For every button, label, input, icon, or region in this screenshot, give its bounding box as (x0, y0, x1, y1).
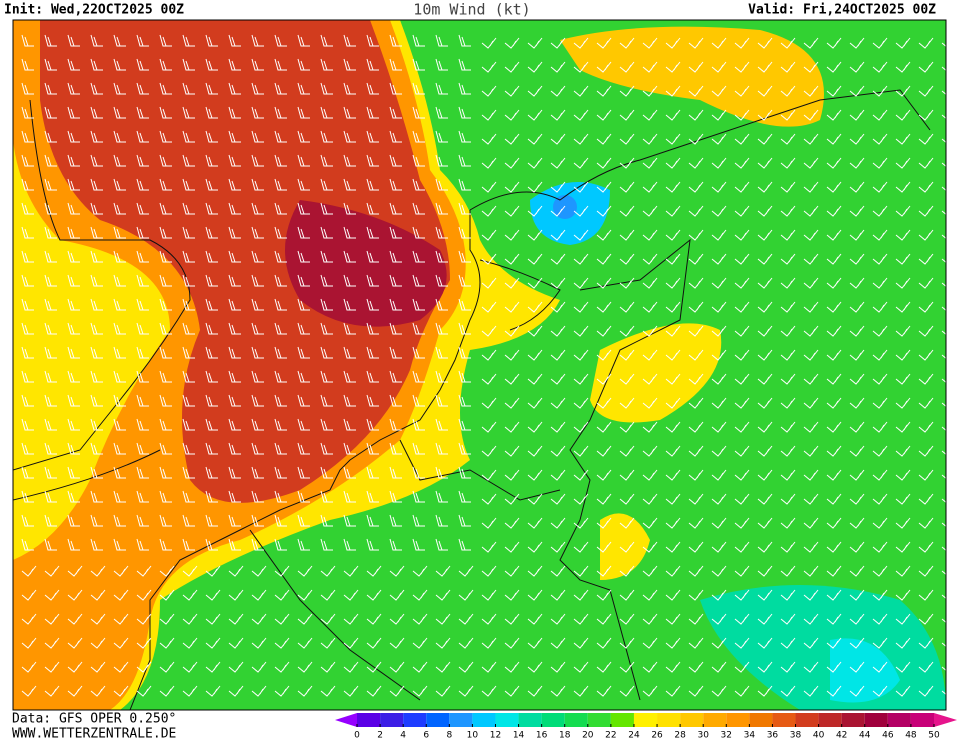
colorbar-label: 36 (767, 731, 779, 741)
colorbar-swatch (472, 713, 496, 727)
colorbar-swatch (841, 713, 865, 727)
colorbar: 0 2 4 6 8 10 12 14 16 18 20 22 24 26 28 30 32 34 36 38 40 42 4… (335, 713, 957, 741)
colorbar-label: 16 (536, 731, 548, 741)
colorbar-swatch (864, 713, 888, 727)
colorbar-swatch (518, 713, 542, 727)
colorbar-swatch (541, 713, 565, 727)
colorbar-label: 8 (446, 731, 452, 741)
colorbar-under (335, 713, 357, 727)
colorbar-label: 18 (559, 731, 571, 741)
data-source: Data: GFS OPER 0.250° (12, 712, 176, 727)
colorbar-label: 44 (859, 731, 871, 741)
colorbar-label: 48 (905, 731, 917, 741)
field-cyan-se (830, 638, 900, 703)
title: 10m Wind (kt) (413, 1, 530, 19)
field-yellow-north (560, 26, 824, 127)
colorbar-label: 28 (674, 731, 686, 741)
init-label: Init: Wed,22OCT2025 00Z (4, 3, 184, 18)
colorbar-label: 6 (423, 731, 429, 741)
colorbar-swatch (887, 713, 911, 727)
map-frame (12, 19, 947, 711)
colorbar-label: 30 (697, 731, 709, 741)
colorbar-over (934, 713, 957, 727)
colorbar-swatch (495, 713, 519, 727)
colorbar-label: 12 (490, 731, 501, 741)
map (12, 19, 947, 711)
colorbar-label: 20 (582, 731, 594, 741)
coastlines-borders (13, 89, 931, 710)
colorbar-swatch (633, 713, 658, 727)
colorbar-label: 10 (467, 731, 479, 741)
colorbar-swatch (703, 713, 727, 727)
colorbar-swatch (772, 713, 796, 727)
colorbar-swatch (587, 713, 611, 727)
colorbar-swatch (357, 713, 381, 727)
colorbar-swatch (749, 713, 773, 727)
colorbar-label: 38 (790, 731, 802, 741)
colorbar-swatch (657, 713, 681, 727)
colorbar-swatch (795, 713, 819, 727)
barb-field (21, 34, 946, 697)
colorbar-label: 50 (928, 731, 940, 741)
colorbar-swatch (610, 713, 634, 727)
colorbar-label: 42 (836, 731, 847, 741)
field-yellow-south (600, 513, 650, 580)
colorbar-label: 46 (882, 731, 894, 741)
colorbar-label: 34 (744, 731, 756, 741)
colorbar-swatch (564, 713, 588, 727)
colorbar-swatch (426, 713, 450, 727)
colorbar-label: 22 (605, 731, 616, 741)
colorbar-swatch (403, 713, 427, 727)
colorbar-label: 26 (651, 731, 663, 741)
colorbar-label: 2 (377, 731, 383, 741)
colorbar-label: 0 (354, 731, 360, 741)
colorbar-swatch (449, 713, 473, 727)
valid-label: Valid: Fri,24OCT2025 00Z (748, 3, 936, 18)
colorbar-swatch (380, 713, 404, 727)
website: WWW.WETTERZENTRALE.DE (12, 727, 176, 741)
colorbar-label: 14 (513, 731, 525, 741)
field-darkred (285, 200, 447, 327)
wind-barbs (21, 34, 946, 697)
colorbar-swatch (726, 713, 750, 727)
colorbar-label: 32 (721, 731, 732, 741)
colorbar-label: 40 (813, 731, 825, 741)
colorbar-label: 24 (628, 731, 640, 741)
colorbar-swatch (680, 713, 704, 727)
colorbar-swatch (910, 713, 934, 727)
colorbar-swatch (818, 713, 842, 727)
colorbar-label: 4 (400, 731, 406, 741)
